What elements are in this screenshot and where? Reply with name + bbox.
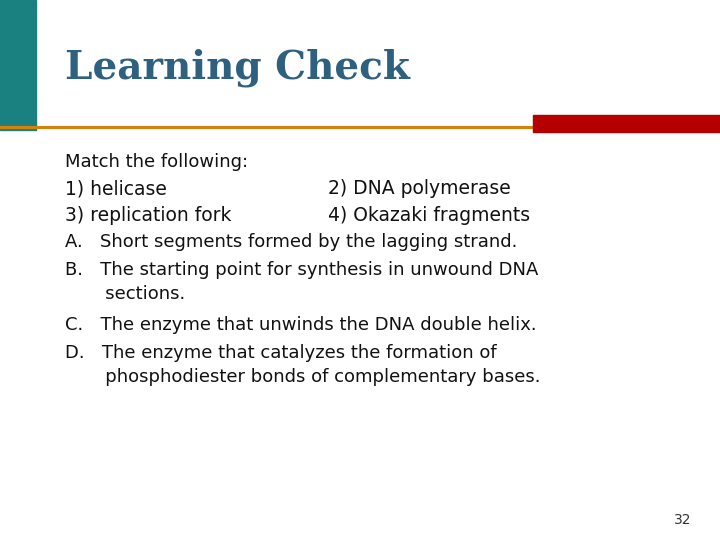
Bar: [533, 115, 720, 132]
Text: phosphodiester bonds of complementary bases.: phosphodiester bonds of complementary ba…: [65, 368, 540, 386]
Bar: [0, 0, 36, 130]
Text: A.   Short segments formed by the lagging strand.: A. Short segments formed by the lagging …: [65, 233, 517, 251]
Text: 3) replication fork: 3) replication fork: [65, 206, 231, 225]
Text: B.   The starting point for synthesis in unwound DNA: B. The starting point for synthesis in u…: [65, 261, 538, 279]
Text: D.   The enzyme that catalyzes the formation of: D. The enzyme that catalyzes the formati…: [65, 344, 496, 362]
Text: 1) helicase: 1) helicase: [65, 179, 166, 199]
Text: Learning Check: Learning Check: [65, 48, 410, 87]
Text: Match the following:: Match the following:: [65, 153, 248, 171]
Text: 4) Okazaki fragments: 4) Okazaki fragments: [328, 206, 530, 225]
Text: C.   The enzyme that unwinds the DNA double helix.: C. The enzyme that unwinds the DNA doubl…: [65, 316, 536, 334]
Text: 2) DNA polymerase: 2) DNA polymerase: [328, 179, 510, 199]
Text: sections.: sections.: [65, 285, 185, 303]
Text: 32: 32: [674, 512, 691, 526]
